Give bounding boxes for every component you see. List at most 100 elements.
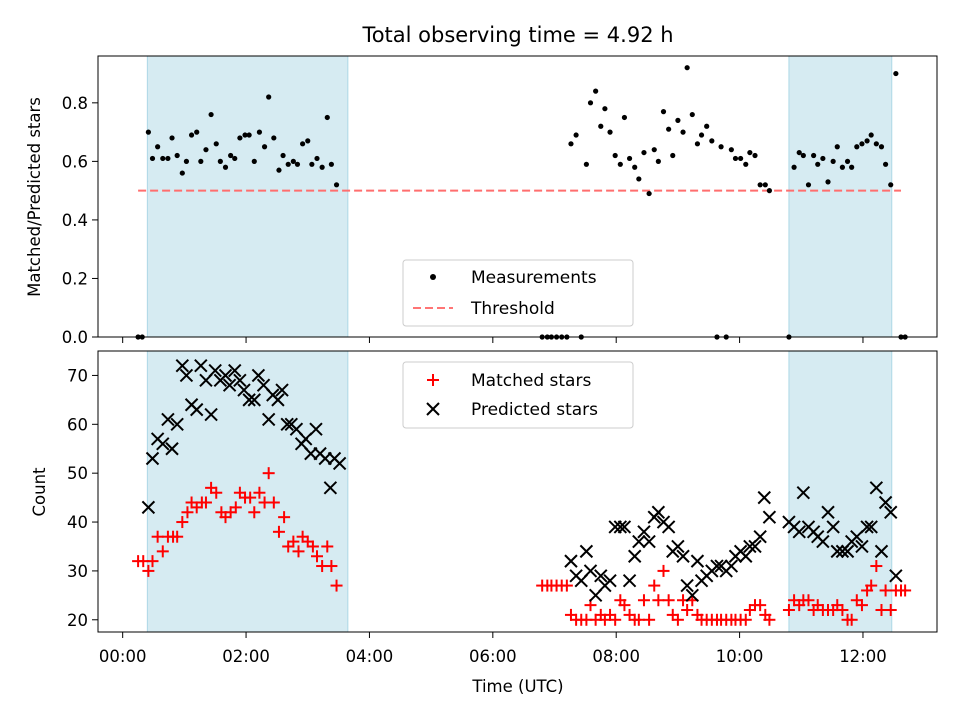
- matched-star-point: [637, 594, 650, 607]
- predicted-star-point: [298, 432, 313, 446]
- matched-star-point: [681, 604, 694, 617]
- measurement-point: [174, 152, 180, 159]
- matched-star-point: [870, 560, 883, 573]
- matched-star-point: [330, 579, 343, 592]
- measurement-point: [694, 141, 701, 147]
- matched-star-point: [802, 594, 815, 607]
- measurement-point: [598, 123, 604, 129]
- y-tick-label: 0.2: [62, 269, 88, 288]
- matched-star-point: [142, 564, 155, 577]
- measurement-point: [256, 129, 263, 135]
- measurement-point: [217, 158, 223, 164]
- predicted-star-point: [743, 539, 757, 554]
- highlight-spans: [146, 55, 893, 338]
- x-tick-label: 12:00: [839, 647, 887, 666]
- predicted-star-point: [690, 554, 705, 568]
- measurement-point: [169, 135, 175, 141]
- predicted-star-point: [869, 481, 884, 495]
- measurement-point: [757, 182, 763, 188]
- measurement-point: [762, 182, 768, 188]
- predicted-star-point: [170, 417, 184, 432]
- predicted-star-point: [796, 486, 811, 500]
- predicted-star-point: [189, 402, 204, 417]
- predicted-star-point: [194, 358, 208, 373]
- legend-marker-predicted: [426, 402, 440, 416]
- matched-star-point: [782, 604, 795, 617]
- measurement-point: [796, 149, 802, 156]
- y-tick-label: 0.8: [62, 94, 88, 113]
- measurement-point: [305, 138, 311, 144]
- measurement-point: [859, 141, 865, 147]
- predicted-star-point: [671, 539, 685, 554]
- legend-label-measurements: Measurements: [471, 268, 597, 288]
- matched-star-point: [739, 613, 752, 626]
- matched-star-point: [652, 594, 665, 607]
- highlight-span: [788, 55, 893, 338]
- predicted-star-point: [637, 525, 651, 539]
- measurement-point: [314, 155, 320, 162]
- measurement-point: [194, 129, 200, 135]
- measurement-point: [805, 182, 812, 188]
- measurement-point: [888, 182, 894, 188]
- legend-frame: [402, 259, 634, 327]
- matched-star-point: [292, 545, 305, 558]
- measurement-point: [222, 164, 229, 170]
- measurement-point: [830, 158, 836, 164]
- chart-title: Total observing time = 4.92 h: [361, 23, 673, 47]
- measurement-point: [280, 152, 286, 159]
- matched-star-point: [181, 506, 194, 519]
- measurement-point: [198, 158, 204, 164]
- measurement-point: [766, 188, 773, 194]
- matched-star-point: [845, 613, 858, 626]
- matched-star-point: [171, 530, 184, 543]
- measurement-point: [636, 176, 642, 182]
- measurement-point: [602, 106, 608, 112]
- predicted-star-point: [642, 534, 656, 549]
- measurement-point: [864, 138, 870, 144]
- predicted-star-point: [874, 544, 889, 559]
- measurement-point: [689, 111, 695, 118]
- legend-marker-measurements: [430, 274, 436, 280]
- measurement-point: [878, 144, 885, 150]
- measurement-point: [849, 164, 855, 170]
- measurement-point: [844, 158, 851, 164]
- measurement-point: [213, 141, 219, 147]
- measurement-point: [276, 167, 282, 173]
- predicted-star-point: [661, 520, 676, 534]
- measurement-point: [873, 141, 879, 147]
- measurement-point: [626, 155, 633, 162]
- predicted-star-point: [855, 539, 869, 554]
- measurement-point: [232, 155, 238, 162]
- measurement-point: [179, 170, 185, 176]
- measurement-point: [266, 94, 272, 100]
- predicted-star-point: [651, 505, 666, 519]
- predicted-star-point: [218, 368, 233, 383]
- matched-star-point: [643, 613, 656, 626]
- panel-ratio: 0.0 0.2 0.4 0.6 0.8 Total observing time = 4…: [25, 23, 938, 347]
- measurement-point: [309, 161, 315, 167]
- predicted-star-point: [603, 573, 617, 588]
- predicted-star-point: [228, 363, 242, 378]
- matched-star-point: [248, 506, 261, 519]
- predicted-star-point: [748, 539, 762, 554]
- matched-star-point: [199, 496, 212, 509]
- measurement-point: [738, 155, 744, 162]
- measurement-point: [246, 132, 252, 138]
- x-tick-label: 10:00: [716, 647, 764, 666]
- x-tick-label: 06:00: [469, 647, 517, 666]
- measurement-point: [300, 141, 306, 147]
- predicted-star-point: [156, 437, 170, 451]
- measurement-point: [228, 152, 234, 159]
- predicted-star-point: [676, 549, 690, 563]
- y-tick-label: 70: [67, 366, 88, 385]
- measurement-point: [704, 123, 710, 129]
- predicted-star-point: [680, 578, 694, 593]
- panel-counts: 20 30 40 50 60 70 00:00 02:00 04:00 06:00 08:00 10…: [30, 350, 938, 696]
- matched-star-point: [560, 579, 573, 592]
- predicted-star-point: [332, 456, 347, 471]
- y-tick-label: 0.6: [62, 152, 88, 171]
- measurement-point: [242, 132, 248, 138]
- matched-stars-series: [132, 467, 912, 626]
- predicted-star-point: [261, 412, 276, 427]
- predicted-star-point: [175, 358, 190, 373]
